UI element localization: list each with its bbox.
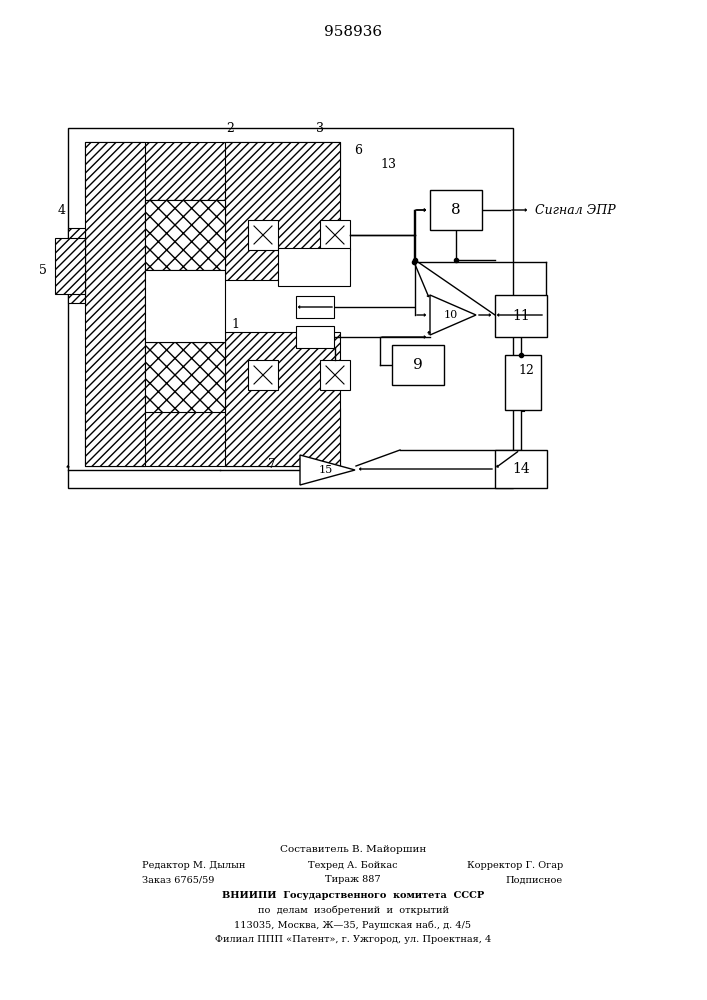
Bar (248, 360, 278, 390)
Text: 8: 8 (451, 203, 461, 217)
Text: 1: 1 (231, 318, 239, 332)
Bar (225, 142, 340, 280)
Bar (145, 200, 225, 270)
Bar (430, 190, 482, 230)
Text: Филиал ППП «Патент», г. Ужгород, ул. Проектная, 4: Филиал ППП «Патент», г. Ужгород, ул. Про… (215, 936, 491, 944)
Bar (296, 296, 334, 318)
Bar (145, 270, 225, 342)
Text: Сигнал ЭПР: Сигнал ЭПР (535, 204, 616, 217)
Text: 7: 7 (268, 458, 276, 472)
Text: Редактор М. Дылын: Редактор М. Дылын (142, 860, 245, 869)
Text: ВНИИПИ  Государственного  комитета  СССР: ВНИИПИ Государственного комитета СССР (222, 890, 484, 900)
Bar (68, 128, 513, 488)
Bar (495, 295, 547, 337)
Text: 12: 12 (518, 363, 534, 376)
Bar (225, 332, 340, 466)
Text: 14: 14 (512, 462, 530, 476)
Text: 5: 5 (39, 263, 47, 276)
Bar (278, 248, 350, 286)
Bar (296, 326, 334, 348)
Text: 9: 9 (413, 358, 423, 372)
Bar (320, 360, 350, 390)
Text: 10: 10 (444, 310, 458, 320)
Bar (85, 142, 145, 466)
Text: Техред А. Бойкас: Техред А. Бойкас (308, 860, 398, 869)
Text: 15: 15 (319, 465, 333, 475)
Bar (145, 342, 225, 412)
Text: 113035, Москва, Ж—35, Раушская наб., д. 4/5: 113035, Москва, Ж—35, Раушская наб., д. … (235, 920, 472, 930)
Bar (55, 238, 85, 294)
Bar (505, 355, 541, 410)
Bar (495, 450, 547, 488)
Bar (248, 220, 278, 250)
Text: по  делам  изобретений  и  открытий: по делам изобретений и открытий (257, 905, 448, 915)
Text: 11: 11 (512, 309, 530, 323)
Bar (320, 220, 350, 250)
Text: Составитель В. Майоршин: Составитель В. Майоршин (280, 846, 426, 854)
Text: 4: 4 (58, 204, 66, 217)
Text: 3: 3 (316, 121, 324, 134)
Polygon shape (430, 295, 476, 335)
Text: Тираж 887: Тираж 887 (325, 876, 381, 884)
Text: 2: 2 (226, 121, 234, 134)
Bar (68, 228, 85, 303)
Text: 958936: 958936 (324, 25, 382, 39)
Text: 6: 6 (354, 143, 362, 156)
Polygon shape (300, 455, 355, 485)
Text: Подписное: Подписное (506, 876, 563, 884)
Bar (85, 142, 340, 200)
Text: Заказ 6765/59: Заказ 6765/59 (142, 876, 214, 884)
Text: 13: 13 (380, 158, 396, 172)
Bar (392, 345, 444, 385)
Bar (85, 408, 340, 466)
Text: Корректор Г. Огар: Корректор Г. Огар (467, 860, 563, 869)
